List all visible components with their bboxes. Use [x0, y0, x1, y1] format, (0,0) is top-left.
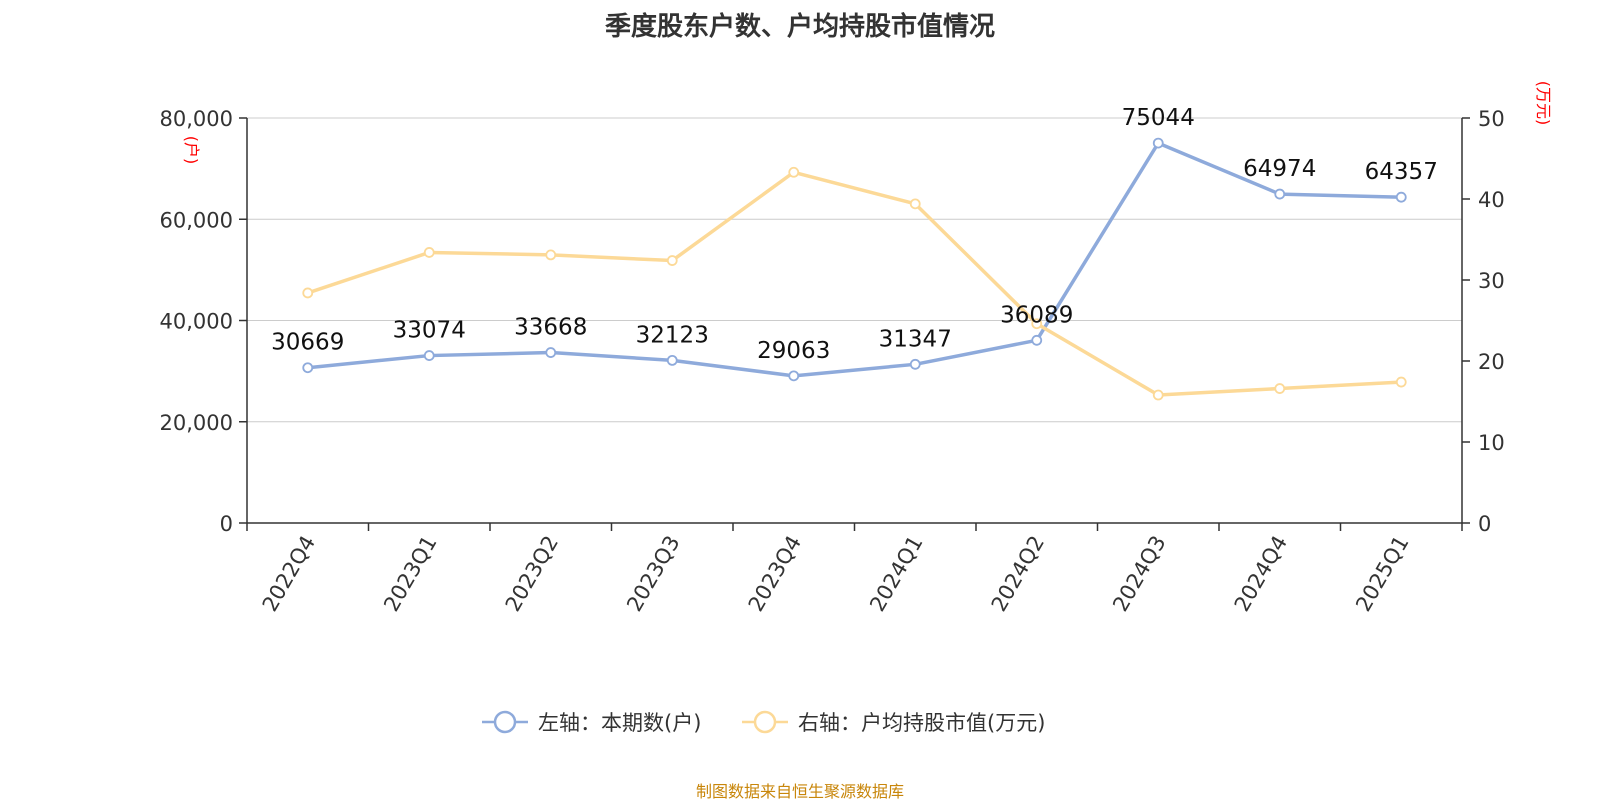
x-axis-tick-label: 2023Q3 — [622, 532, 684, 616]
series-0-point — [909, 358, 921, 370]
series-0-point — [1274, 188, 1286, 200]
right-axis-tick-label: 40 — [1478, 188, 1505, 212]
series-0-point — [788, 370, 800, 382]
source-note: 制图数据来自恒生聚源数据库 — [695, 782, 904, 801]
series-0-data-label: 33668 — [514, 315, 587, 341]
axes: 0 20,000 40,000 60,000 80,000 0 10 20 30 40 50 (户) (… — [160, 81, 1553, 616]
chart-title: 季度股东户数、户均持股市值情况 — [604, 12, 995, 42]
series-1-point — [909, 198, 921, 210]
series-0-data-label: 31347 — [879, 326, 952, 352]
x-axis-tick-label: 2023Q1 — [379, 532, 441, 616]
legend: 左轴：本期数(户) 右轴：户均持股市值(万元) — [482, 710, 1045, 735]
right-axis-unit-label: (万元) — [1534, 81, 1553, 126]
series-0-point — [545, 347, 557, 358]
x-axis-tick-label: 2024Q4 — [1230, 532, 1292, 616]
series-0-point — [666, 354, 678, 366]
series-0-data-label: 30669 — [271, 330, 344, 356]
series-1-point — [1395, 376, 1407, 388]
series-1-point — [302, 287, 314, 299]
x-axis-tick-label: 2023Q4 — [744, 532, 806, 616]
series-0-point — [1152, 137, 1164, 149]
grid-lines — [247, 117, 1462, 423]
series-0-data-label: 75044 — [1122, 105, 1195, 131]
series-0-point — [1395, 191, 1407, 203]
series-line-1 — [307, 170, 1402, 397]
series-1-point — [423, 247, 435, 258]
x-axis-tick-label: 2024Q1 — [865, 532, 927, 616]
series-0-point — [1031, 334, 1043, 346]
x-axis-tick-label: 2022Q4 — [258, 532, 320, 616]
series-0-data-label: 33074 — [393, 318, 466, 344]
series-0-data-label: 64974 — [1243, 156, 1316, 182]
left-axis-tick-label: 80,000 — [160, 107, 233, 131]
legend-marker-1 — [753, 710, 777, 734]
legend-label-1: 右轴：户均持股市值(万元) — [798, 711, 1045, 735]
left-axis-tick-label: 60,000 — [160, 208, 233, 232]
legend-marker-0 — [493, 710, 517, 734]
series-0-data-label: 32123 — [636, 322, 709, 348]
series-1-point — [1274, 383, 1286, 394]
x-axis-tick-label: 2025Q1 — [1351, 532, 1413, 616]
x-axis-tick-label: 2024Q2 — [987, 532, 1049, 616]
right-axis-tick-label: 50 — [1478, 107, 1505, 131]
right-axis-tick-label: 10 — [1478, 431, 1505, 455]
series-layer: 30669 33074 33668 32123 29063 31347 36089 75044… — [271, 105, 1438, 401]
left-axis-unit-label: (户) — [182, 136, 201, 165]
series-1-point — [788, 166, 800, 178]
right-axis-tick-label: 20 — [1478, 350, 1505, 374]
series-1-point — [545, 249, 557, 261]
series-0-data-label: 29063 — [757, 338, 830, 364]
x-axis-tick-label: 2024Q3 — [1108, 532, 1170, 616]
series-0-data-label: 36089 — [1000, 302, 1073, 328]
right-axis-tick-label: 0 — [1478, 512, 1491, 536]
left-axis-tick-label: 40,000 — [160, 310, 233, 334]
series-0-data-label: 64357 — [1365, 159, 1438, 185]
x-axis-tick-label: 2023Q2 — [501, 532, 563, 616]
series-1-point — [666, 255, 678, 266]
series-1-point — [1152, 389, 1164, 401]
series-0-point — [302, 362, 314, 374]
left-axis-tick-label: 0 — [220, 512, 233, 536]
series-line-0 — [307, 141, 1402, 378]
right-axis-tick-label: 30 — [1478, 269, 1505, 293]
left-axis-tick-label: 20,000 — [160, 411, 233, 435]
legend-label-0: 左轴：本期数(户) — [538, 711, 701, 735]
chart-svg: 0 20,000 40,000 60,000 80,000 0 10 20 30 40 50 (户) (… — [160, 81, 1553, 735]
series-1-point — [1031, 318, 1043, 330]
series-0-point — [423, 350, 435, 361]
